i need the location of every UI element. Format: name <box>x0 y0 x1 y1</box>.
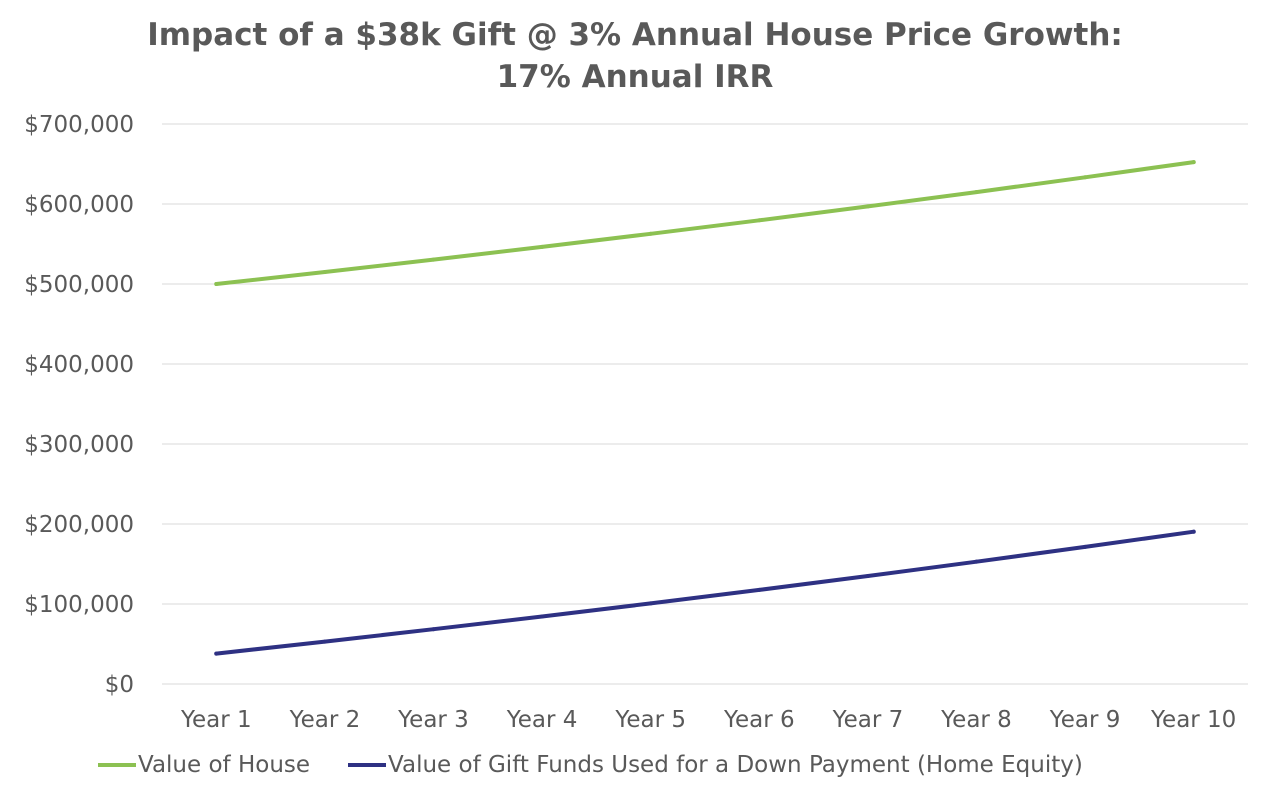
x-axis-ticks: Year 1 Year 2 Year 3 Year 4 Year 5 Year 6 Year… <box>180 707 1236 733</box>
legend-item-gift-funds: Value of Gift Funds Used for a Down Paym… <box>348 752 1083 778</box>
y-tick-label-3: $300,000 <box>24 432 134 458</box>
y-tick-label-7: $700,000 <box>24 112 134 138</box>
series-0-point-5 <box>757 218 762 223</box>
gridlines <box>162 123 1248 685</box>
series-0-point-1 <box>322 270 327 274</box>
series-0-point-9 <box>1191 160 1196 165</box>
series-lines <box>214 160 1196 656</box>
series-0-point-8 <box>1083 175 1088 180</box>
x-tick-label-5: Year 6 <box>723 707 795 733</box>
series-0-point-4 <box>648 231 653 236</box>
legend-label-house: Value of House <box>138 752 311 778</box>
legend: Value of House Value of Gift Funds Used … <box>98 752 1121 778</box>
x-tick-label-3: Year 4 <box>506 707 578 733</box>
series-1-point-5 <box>757 587 762 592</box>
y-tick-label-6: $600,000 <box>24 192 134 218</box>
x-tick-label-7: Year 8 <box>940 707 1012 733</box>
chart-title-line-2: 17% Annual IRR <box>496 59 774 95</box>
series-1-point-9 <box>1191 529 1196 534</box>
legend-swatch-gift <box>348 763 387 767</box>
series-1-point-7 <box>974 559 979 564</box>
y-tick-label-1: $100,000 <box>24 592 134 618</box>
y-tick-label-5: $500,000 <box>24 272 134 298</box>
series-0-point-0 <box>214 282 219 286</box>
legend-item-value-of-house: Value of House <box>98 752 310 778</box>
series-1-point-6 <box>865 573 870 578</box>
series-1-point-3 <box>540 614 545 619</box>
x-tick-label-9: Year 10 <box>1150 707 1236 733</box>
x-tick-label-1: Year 2 <box>289 707 361 733</box>
y-tick-label-2: $200,000 <box>24 512 134 538</box>
series-0-point-6 <box>865 204 870 209</box>
x-tick-label-0: Year 1 <box>180 707 252 733</box>
chart-title-line-1: Impact of a $38k Gift @ 3% Annual House … <box>147 17 1123 53</box>
y-tick-label-0: $0 <box>105 672 134 698</box>
legend-swatch-house <box>98 763 136 767</box>
x-tick-label-6: Year 7 <box>832 707 904 733</box>
series-line-0 <box>214 160 1196 286</box>
y-tick-label-4: $400,000 <box>24 352 134 378</box>
series-0-point-7 <box>974 190 979 195</box>
chart-title: Impact of a $38k Gift @ 3% Annual House … <box>0 14 1270 98</box>
legend-label-gift: Value of Gift Funds Used for a Down Paym… <box>388 752 1083 778</box>
x-tick-label-8: Year 9 <box>1049 707 1121 733</box>
series-0-point-2 <box>431 257 436 262</box>
x-tick-label-2: Year 3 <box>397 707 469 733</box>
series-0-point-3 <box>540 244 545 249</box>
series-1-point-1 <box>322 639 327 644</box>
series-line-1 <box>214 529 1196 656</box>
x-tick-label-4: Year 5 <box>614 707 686 733</box>
series-1-point-8 <box>1083 544 1088 549</box>
y-axis-ticks: $0 $100,000 $200,000 $300,000 $400,000 $500,0… <box>24 112 134 698</box>
series-1-point-0 <box>214 651 219 656</box>
series-1-point-2 <box>431 627 436 632</box>
series-1-point-4 <box>648 601 653 606</box>
